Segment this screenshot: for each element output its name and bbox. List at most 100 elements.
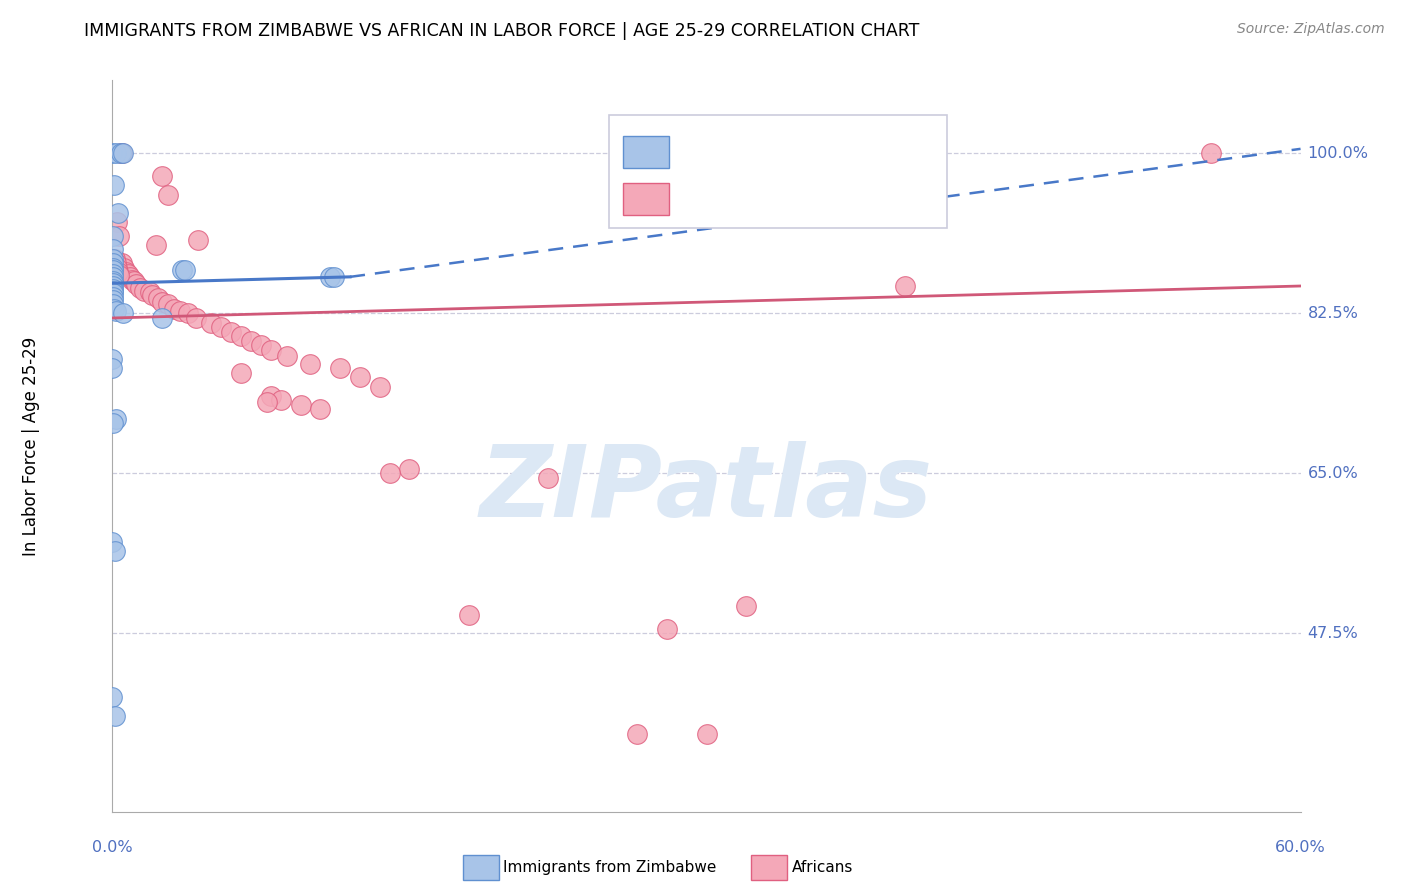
Point: [104, 544, 127, 558]
Text: Africans: Africans: [792, 860, 853, 874]
Text: Immigrants from Zimbabwe: Immigrants from Zimbabwe: [503, 860, 717, 874]
Text: 60.0%: 60.0%: [1275, 840, 1326, 855]
Point: [134, 284, 156, 298]
Point: [735, 599, 758, 613]
Point: [103, 263, 125, 277]
Point: [299, 357, 322, 371]
Text: 0.0%: 0.0%: [93, 840, 132, 855]
Point: [103, 416, 125, 430]
Point: [103, 286, 125, 301]
Point: [150, 294, 173, 309]
Point: [103, 228, 125, 243]
Point: [103, 260, 125, 275]
Point: [101, 535, 124, 549]
Point: [156, 187, 179, 202]
Point: [270, 393, 292, 408]
Point: [112, 260, 135, 275]
Point: [101, 690, 124, 705]
Point: [122, 275, 145, 289]
Point: [103, 269, 125, 284]
Point: [219, 325, 243, 339]
Point: [458, 608, 481, 623]
Point: [260, 389, 283, 403]
Point: [115, 265, 138, 279]
Point: [329, 361, 352, 376]
Text: 82.5%: 82.5%: [1308, 306, 1358, 321]
Text: Source: ZipAtlas.com: Source: ZipAtlas.com: [1237, 22, 1385, 37]
Point: [173, 263, 195, 277]
Point: [110, 146, 132, 161]
Point: [101, 361, 124, 376]
Point: [893, 279, 915, 293]
Point: [112, 146, 135, 161]
Text: R = 0.038   N = 39: R = 0.038 N = 39: [682, 143, 838, 161]
Point: [103, 178, 125, 193]
Text: R = 0.060   N = 60: R = 0.060 N = 60: [682, 190, 838, 208]
Point: [378, 467, 401, 481]
Point: [696, 727, 718, 741]
Point: [111, 256, 134, 270]
Point: [169, 303, 191, 318]
Point: [1201, 146, 1223, 161]
Point: [105, 256, 128, 270]
Point: [103, 243, 125, 257]
Text: IMMIGRANTS FROM ZIMBABWE VS AFRICAN IN LABOR FORCE | AGE 25-29 CORRELATION CHART: IMMIGRANTS FROM ZIMBABWE VS AFRICAN IN L…: [84, 22, 920, 40]
Point: [103, 279, 125, 293]
Point: [105, 411, 128, 425]
Text: ZIPatlas: ZIPatlas: [479, 442, 934, 539]
Point: [103, 301, 125, 316]
Point: [103, 290, 125, 304]
Point: [231, 366, 253, 380]
Point: [101, 352, 124, 367]
Point: [103, 275, 125, 289]
Point: [250, 338, 273, 352]
Point: [156, 297, 179, 311]
Point: [276, 350, 298, 364]
Text: In Labor Force | Age 25-29: In Labor Force | Age 25-29: [22, 336, 39, 556]
Point: [104, 708, 127, 723]
Point: [290, 398, 312, 412]
Point: [105, 146, 128, 161]
Text: 65.0%: 65.0%: [1308, 466, 1358, 481]
Point: [146, 291, 169, 305]
Point: [368, 379, 391, 393]
Point: [150, 169, 173, 184]
Point: [256, 395, 278, 409]
Point: [626, 727, 648, 741]
Point: [170, 263, 193, 277]
Point: [655, 622, 678, 636]
Point: [105, 303, 128, 318]
Point: [184, 311, 207, 326]
Point: [107, 215, 129, 229]
Text: 100.0%: 100.0%: [1308, 146, 1368, 161]
Text: 47.5%: 47.5%: [1308, 626, 1358, 641]
Point: [121, 272, 143, 286]
Point: [101, 146, 124, 161]
Point: [319, 269, 342, 284]
Point: [103, 282, 125, 296]
Point: [309, 402, 332, 417]
Point: [117, 267, 139, 281]
Point: [537, 471, 560, 485]
Point: [107, 206, 129, 220]
Point: [108, 268, 131, 282]
Point: [112, 306, 135, 320]
Point: [103, 293, 125, 307]
Point: [240, 334, 263, 348]
Point: [103, 297, 125, 311]
Point: [145, 238, 167, 252]
Point: [129, 281, 152, 295]
Point: [209, 320, 232, 334]
Point: [103, 277, 125, 291]
Point: [108, 228, 131, 243]
Point: [103, 252, 125, 266]
Point: [120, 269, 142, 284]
Point: [103, 267, 125, 281]
Point: [231, 329, 253, 343]
Point: [103, 284, 125, 298]
Point: [103, 256, 125, 270]
Point: [141, 288, 163, 302]
Point: [125, 277, 148, 292]
Point: [150, 311, 173, 326]
Point: [398, 462, 420, 476]
